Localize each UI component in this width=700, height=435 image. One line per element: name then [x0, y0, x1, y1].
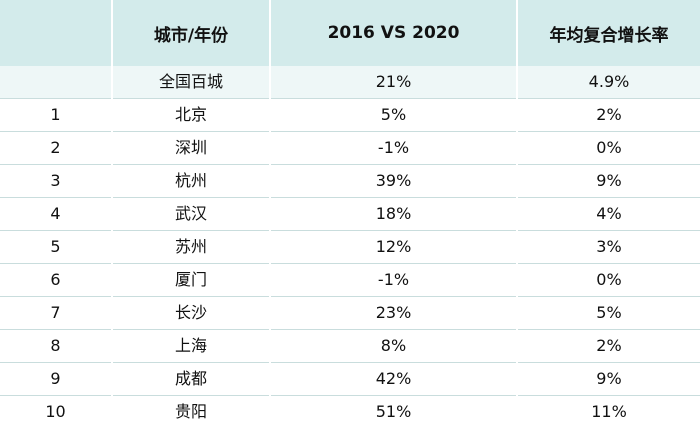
cell-cagr: 4% — [517, 197, 700, 231]
cell-change: 18% — [270, 197, 518, 231]
table-row: 4 武汉 18% 4% — [0, 197, 700, 231]
header-rank — [0, 0, 113, 66]
cell-city: 杭州 — [112, 164, 271, 198]
cell-cagr: 0% — [517, 263, 700, 297]
cell-change: 8% — [270, 329, 518, 363]
cell-cagr: 9% — [517, 164, 700, 198]
table-body: 全国百城 21% 4.9% 1 北京 5% 2% 2 深圳 -1% 0% 3 杭… — [0, 66, 700, 428]
table-row: 6 厦门 -1% 0% — [0, 263, 700, 297]
cell-city: 苏州 — [112, 230, 271, 264]
cell-rank: 5 — [0, 230, 113, 264]
cell-rank: 8 — [0, 329, 113, 363]
table-row: 10 贵阳 51% 11% — [0, 395, 700, 428]
cell-city: 武汉 — [112, 197, 271, 231]
cell-change: 5% — [270, 98, 518, 132]
table-row: 8 上海 8% 2% — [0, 329, 700, 363]
cell-change: 51% — [270, 395, 518, 428]
cell-cagr: 0% — [517, 131, 700, 165]
cell-city: 全国百城 — [112, 66, 271, 99]
cell-rank: 2 — [0, 131, 113, 165]
cell-city: 成都 — [112, 362, 271, 396]
cell-rank: 3 — [0, 164, 113, 198]
cell-change: 21% — [270, 66, 518, 99]
cell-rank: 10 — [0, 395, 113, 428]
cell-change: 42% — [270, 362, 518, 396]
cell-city: 深圳 — [112, 131, 271, 165]
header-cagr: 年均复合增长率 — [549, 25, 669, 46]
cell-rank: 6 — [0, 263, 113, 297]
cell-cagr: 11% — [591, 401, 627, 421]
cell-city: 北京 — [112, 98, 271, 132]
cell-change: -1% — [270, 131, 518, 165]
cell-cagr: 3% — [517, 230, 700, 264]
table-row: 7 长沙 23% 5% — [0, 296, 700, 330]
cell-rank: 4 — [0, 197, 113, 231]
table-row: 1 北京 5% 2% — [0, 98, 700, 132]
cell-rank: 9 — [0, 362, 113, 396]
cell-change: 12% — [270, 230, 518, 264]
header-change-2016-vs-2020: 2016 VS 2020 — [270, 0, 518, 66]
cell-change: 23% — [270, 296, 518, 330]
table-row: 2 深圳 -1% 0% — [0, 131, 700, 165]
table-row: 9 成都 42% 9% — [0, 362, 700, 396]
cell-cagr: 9% — [517, 362, 700, 396]
table-row: 全国百城 21% 4.9% — [0, 66, 700, 99]
cell-city: 厦门 — [112, 263, 271, 297]
table-header: 城市/年份 2016 VS 2020 年均复合增长率 — [0, 0, 700, 66]
cell-cagr: 2% — [517, 98, 700, 132]
cell-city: 上海 — [112, 329, 271, 363]
cell-cagr: 2% — [517, 329, 700, 363]
cell-rank — [0, 66, 113, 99]
header-city-year: 城市/年份 — [112, 0, 271, 66]
cell-city: 贵阳 — [112, 395, 271, 428]
cell-cagr: 5% — [517, 296, 700, 330]
header-row: 城市/年份 2016 VS 2020 年均复合增长率 — [0, 0, 700, 66]
cell-city: 长沙 — [112, 296, 271, 330]
cell-change: 39% — [270, 164, 518, 198]
cell-rank: 1 — [0, 98, 113, 132]
table-row: 5 苏州 12% 3% — [0, 230, 700, 264]
table-row: 3 杭州 39% 9% — [0, 164, 700, 198]
cell-change: -1% — [270, 263, 518, 297]
cell-rank: 7 — [0, 296, 113, 330]
cell-cagr: 4.9% — [517, 66, 700, 99]
